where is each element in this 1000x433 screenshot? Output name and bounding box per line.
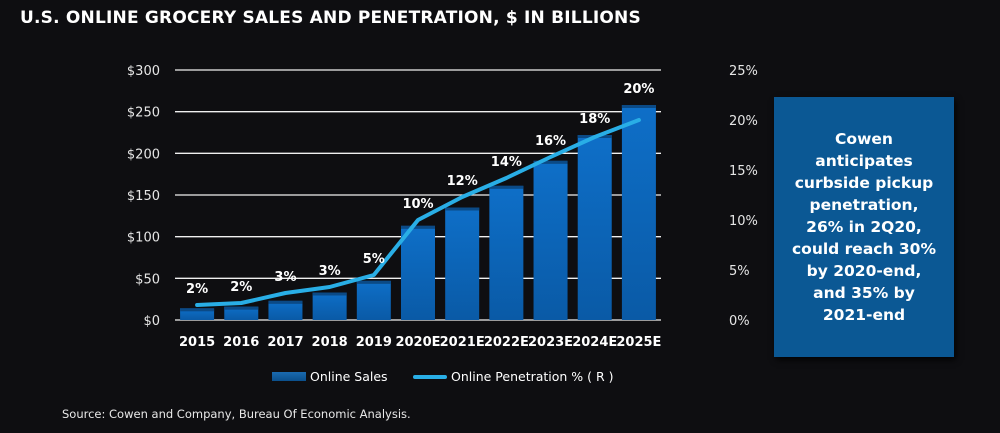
data-label: 14%: [491, 155, 522, 170]
data-label: 10%: [402, 197, 433, 212]
bar-top-shade: [401, 225, 435, 229]
bar-top-shade: [180, 308, 215, 312]
right-axis-tick: 5%: [729, 264, 750, 279]
right-axis-tick: 10%: [729, 214, 758, 229]
x-axis-tick: 2025E: [616, 335, 661, 350]
bar-online-sales: [401, 225, 435, 320]
bar-top-shade: [489, 185, 524, 189]
legend-online-sales: Online Sales: [272, 369, 388, 384]
bar-top-shade: [621, 105, 656, 108]
data-label: 2%: [186, 282, 208, 297]
legend-bar-swatch: [272, 372, 306, 381]
left-axis-tick: $300: [127, 64, 160, 79]
bar-online-sales: [577, 135, 612, 320]
bar-online-sales: [445, 207, 480, 320]
right-axis-tick: 15%: [729, 164, 758, 179]
right-axis-tick: 25%: [729, 64, 758, 79]
bar-online-sales: [224, 306, 259, 320]
bar-top-shade: [224, 306, 259, 310]
bar-online-sales: [489, 185, 524, 320]
data-label: 12%: [447, 174, 478, 189]
bar-online-sales: [268, 300, 303, 320]
x-axis-tick: 2023E: [528, 335, 573, 350]
left-axis-tick: $0: [143, 314, 160, 329]
x-axis-tick: 2018: [312, 335, 348, 350]
left-axis-tick: $200: [127, 147, 160, 162]
left-axis-tick: $50: [135, 272, 160, 287]
x-axis-tick: 2022E: [484, 335, 529, 350]
chart-title: U.S. ONLINE GROCERY SALES AND PENETRATIO…: [20, 8, 641, 28]
data-label: 18%: [579, 112, 610, 127]
x-axis-tick: 2024E: [572, 335, 617, 350]
bar-top-shade: [312, 292, 347, 296]
legend-online-penetration: Online Penetration % ( R ): [413, 369, 614, 384]
data-label: 3%: [319, 264, 341, 279]
bar-online-sales: [621, 105, 656, 320]
callout-box: Cowen anticipates curbside pickup penetr…: [774, 97, 954, 357]
source-note: Source: Cowen and Company, Bureau Of Eco…: [62, 407, 411, 421]
left-axis-tick: $100: [127, 231, 160, 246]
data-label: 16%: [535, 134, 566, 149]
left-axis-tick: $250: [127, 106, 160, 121]
right-axis-tick: 0%: [729, 314, 750, 329]
legend-line-swatch: [413, 374, 447, 379]
x-axis-tick: 2017: [267, 335, 303, 350]
x-axis-tick: 2015: [179, 335, 215, 350]
bar-online-sales: [312, 292, 347, 320]
left-axis-tick: $150: [127, 189, 160, 204]
x-axis-tick: 2021E: [440, 335, 485, 350]
x-axis-tick: 2019: [356, 335, 392, 350]
callout-text: Cowen anticipates curbside pickup penetr…: [791, 130, 936, 324]
bar-top-shade: [533, 160, 568, 164]
bar-top-shade: [268, 300, 303, 304]
x-axis-tick: 2020E: [395, 335, 440, 350]
data-label: 2%: [230, 280, 252, 295]
data-label: 20%: [623, 82, 654, 97]
bar-top-shade: [445, 207, 480, 211]
right-axis-tick: 20%: [729, 114, 758, 129]
bar-top-shade: [356, 280, 391, 284]
x-axis-tick: 2016: [223, 335, 259, 350]
bar-online-sales: [356, 280, 391, 320]
legend-label: Online Penetration % ( R ): [451, 369, 614, 384]
data-label: 3%: [274, 270, 296, 285]
bar-online-sales: [180, 308, 215, 320]
legend-label: Online Sales: [310, 369, 388, 384]
bar-online-sales: [533, 160, 568, 320]
data-label: 5%: [363, 252, 385, 267]
